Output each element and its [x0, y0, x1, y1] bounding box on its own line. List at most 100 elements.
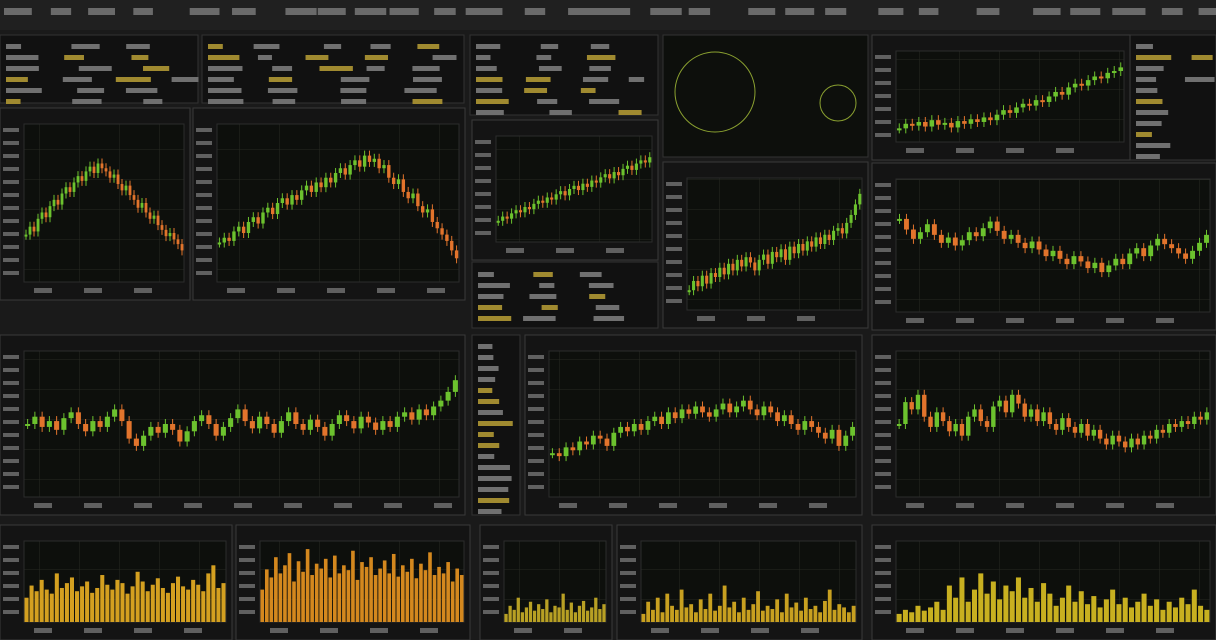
volume-bar — [713, 610, 717, 622]
text-placeholder — [476, 99, 509, 104]
volume-bar — [1147, 605, 1153, 622]
volume-bar — [34, 591, 39, 622]
volume-bar — [150, 584, 155, 622]
axis-placeholder — [427, 288, 445, 293]
axis-placeholder — [606, 248, 624, 253]
text-placeholder — [341, 99, 367, 104]
volume-bar — [528, 601, 533, 622]
axis-placeholder — [196, 219, 212, 223]
volume-bar — [221, 583, 226, 622]
candle — [599, 177, 603, 183]
axis-placeholder — [651, 628, 669, 633]
volume-bar — [110, 589, 115, 622]
candle — [761, 406, 767, 416]
candle — [140, 203, 144, 208]
axis-placeholder — [666, 208, 682, 212]
candle — [1148, 245, 1154, 257]
volume-bar — [414, 578, 419, 622]
axis-placeholder — [1156, 503, 1174, 508]
text-placeholder — [525, 77, 551, 82]
text-placeholder — [533, 272, 553, 277]
candle — [1085, 261, 1091, 269]
axis-placeholder — [875, 107, 891, 111]
candle — [570, 447, 576, 451]
candle — [396, 179, 401, 185]
candle — [1071, 256, 1077, 265]
candle — [981, 117, 987, 122]
axis-placeholder — [475, 179, 491, 183]
candle — [68, 187, 72, 192]
axis-placeholder — [3, 355, 19, 359]
candle — [343, 168, 347, 175]
volume-bar — [24, 597, 29, 622]
candle — [286, 412, 292, 422]
candle — [1079, 424, 1084, 433]
axis-placeholder — [184, 503, 202, 508]
volume-bar — [553, 605, 557, 622]
candle — [425, 209, 430, 213]
text-placeholder — [478, 487, 509, 492]
candle — [959, 240, 965, 246]
candle — [514, 210, 518, 214]
candle — [423, 409, 429, 416]
text-placeholder — [478, 344, 493, 349]
candle — [904, 218, 909, 230]
candle — [84, 171, 88, 181]
candle — [1085, 80, 1091, 86]
candle — [741, 400, 746, 407]
text-placeholder — [476, 88, 503, 93]
plot-area — [23, 350, 460, 498]
chart-panel — [479, 524, 613, 640]
candle — [594, 180, 598, 183]
volume-bar — [827, 589, 832, 622]
axis-placeholder — [528, 368, 544, 372]
candle — [278, 421, 284, 433]
axis-placeholder — [3, 232, 19, 236]
candle — [90, 421, 96, 432]
chart-panel — [0, 334, 466, 516]
volume-bar — [1185, 604, 1191, 622]
volume-bar — [387, 573, 392, 622]
text-placeholder — [1184, 77, 1215, 82]
volume-bar — [269, 577, 274, 622]
text-placeholder — [478, 366, 499, 371]
axis-placeholder — [320, 628, 338, 633]
volume-bar — [784, 593, 789, 622]
candle — [1079, 83, 1084, 86]
candle — [1003, 400, 1009, 413]
candle — [128, 185, 132, 196]
axis-placeholder — [3, 128, 19, 132]
candle — [445, 234, 449, 241]
candle — [608, 174, 612, 179]
candle — [922, 394, 927, 417]
candle — [962, 121, 967, 124]
candle — [1022, 242, 1028, 249]
volume-bar — [211, 565, 216, 622]
axis-placeholder — [483, 584, 499, 588]
text-placeholder — [370, 44, 391, 49]
volume-bar — [1072, 601, 1078, 622]
axis-placeholder — [3, 571, 19, 575]
candle — [822, 432, 828, 439]
candle — [968, 119, 974, 124]
candle — [92, 166, 96, 173]
axis-placeholder — [475, 153, 491, 157]
volume-bar — [125, 593, 130, 622]
candle — [1036, 241, 1042, 250]
volume-bar — [641, 613, 646, 622]
candle — [1106, 265, 1112, 273]
candle — [319, 182, 323, 188]
volume-bar — [186, 589, 191, 622]
candle — [1078, 256, 1084, 262]
candle — [431, 406, 437, 416]
candle — [523, 207, 527, 213]
candle — [638, 424, 644, 430]
axis-placeholder — [3, 459, 19, 463]
candle — [672, 412, 678, 419]
candle — [293, 412, 299, 424]
volume-bar — [770, 609, 775, 622]
candle — [700, 406, 705, 413]
volume-bar — [896, 613, 902, 622]
volume-bar — [586, 610, 590, 622]
